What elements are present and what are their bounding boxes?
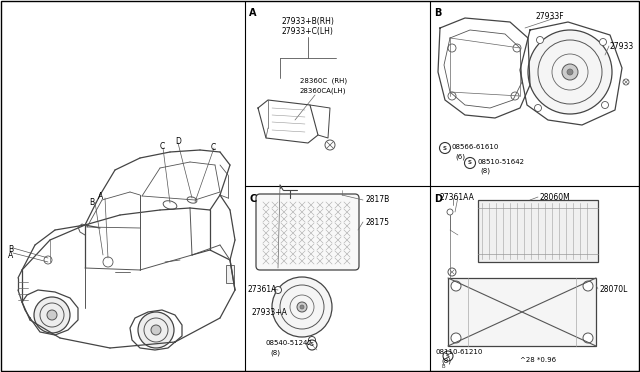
- Circle shape: [34, 297, 70, 333]
- Text: 08540-51242: 08540-51242: [265, 340, 312, 346]
- Circle shape: [448, 44, 456, 52]
- Circle shape: [511, 92, 519, 100]
- Text: 28175: 28175: [365, 218, 389, 227]
- Circle shape: [600, 38, 607, 45]
- Text: A: A: [98, 192, 103, 201]
- Text: S: S: [443, 145, 447, 151]
- Circle shape: [151, 325, 161, 335]
- Text: A: A: [249, 8, 257, 18]
- Text: (8): (8): [270, 349, 280, 356]
- Text: D: D: [434, 194, 442, 204]
- Circle shape: [583, 281, 593, 291]
- Text: 27361A: 27361A: [248, 285, 277, 294]
- Circle shape: [448, 268, 456, 276]
- Text: 27933+B(RH): 27933+B(RH): [282, 17, 335, 26]
- Circle shape: [275, 286, 282, 294]
- Text: A: A: [8, 251, 13, 260]
- Circle shape: [325, 140, 335, 150]
- Circle shape: [583, 333, 593, 343]
- Text: ^28 *0.96: ^28 *0.96: [520, 357, 556, 363]
- Text: (6): (6): [455, 153, 465, 160]
- Circle shape: [443, 351, 453, 361]
- Circle shape: [307, 340, 317, 350]
- Circle shape: [567, 69, 573, 75]
- Text: C: C: [160, 142, 165, 151]
- Circle shape: [451, 281, 461, 291]
- Text: 27933F: 27933F: [535, 12, 564, 21]
- Circle shape: [602, 102, 609, 109]
- Circle shape: [536, 36, 543, 44]
- Text: 27933+C(LH): 27933+C(LH): [282, 27, 334, 36]
- Text: (8): (8): [480, 168, 490, 174]
- Text: 27361AA: 27361AA: [440, 193, 475, 202]
- Text: S: S: [468, 160, 472, 166]
- Text: 2817B: 2817B: [365, 195, 389, 204]
- Circle shape: [513, 44, 521, 52]
- Text: (8): (8): [441, 358, 451, 365]
- Bar: [226, 265, 234, 283]
- Text: B: B: [434, 8, 442, 18]
- Circle shape: [300, 305, 304, 309]
- Text: B: B: [8, 245, 13, 254]
- Circle shape: [562, 64, 578, 80]
- Text: D: D: [175, 137, 181, 146]
- Text: 28070L: 28070L: [600, 285, 628, 294]
- Text: S: S: [446, 353, 450, 359]
- Text: 28360C  (RH): 28360C (RH): [300, 78, 347, 84]
- Circle shape: [528, 30, 612, 114]
- Circle shape: [534, 105, 541, 112]
- Circle shape: [272, 277, 332, 337]
- Text: 08566-61610: 08566-61610: [452, 144, 499, 150]
- Circle shape: [138, 312, 174, 348]
- Text: B: B: [441, 364, 445, 369]
- Text: 08510-51642: 08510-51642: [477, 159, 524, 165]
- Circle shape: [47, 310, 57, 320]
- Circle shape: [297, 302, 307, 312]
- Text: S: S: [310, 343, 314, 347]
- Circle shape: [447, 209, 453, 215]
- Circle shape: [451, 333, 461, 343]
- Circle shape: [448, 92, 456, 100]
- Text: C: C: [211, 143, 216, 152]
- Text: B: B: [89, 198, 94, 207]
- Bar: [478, 200, 598, 262]
- Text: C: C: [249, 194, 256, 204]
- Text: 28360CA(LH): 28360CA(LH): [300, 87, 346, 93]
- Circle shape: [440, 142, 451, 154]
- Bar: [448, 278, 596, 346]
- Circle shape: [623, 79, 629, 85]
- Circle shape: [308, 337, 316, 343]
- Text: 27933+A: 27933+A: [252, 308, 288, 317]
- Text: 27933: 27933: [610, 42, 634, 51]
- Circle shape: [465, 157, 476, 169]
- FancyBboxPatch shape: [256, 194, 359, 270]
- Text: 28060M: 28060M: [540, 193, 571, 202]
- Text: 08110-61210: 08110-61210: [436, 349, 483, 355]
